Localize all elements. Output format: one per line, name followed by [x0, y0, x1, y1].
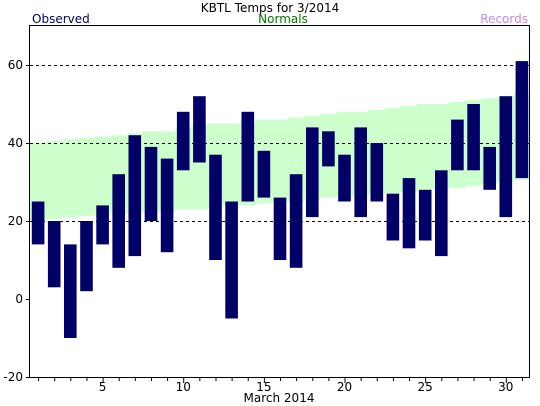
observed-bar-day-10: [176, 111, 190, 171]
observed-bar-day-26: [435, 170, 448, 257]
y-tick-label-0: 0: [15, 292, 23, 306]
observed-bar-day-27: [451, 119, 464, 171]
observed-bar-day-30: [499, 96, 513, 218]
y-tick-label--20: -20: [3, 370, 23, 384]
observed-bar-day-19: [322, 131, 335, 167]
observed-bar-day-9: [160, 158, 174, 253]
legend-observed: Observed: [32, 12, 90, 26]
x-tick-label-10: 10: [176, 380, 191, 394]
observed-bar-day-2: [47, 221, 61, 288]
observed-bar-day-6: [112, 174, 125, 268]
axes: -20 0 20 40 60 5 10 15 20 25 30: [3, 58, 523, 394]
observed-bar-day-22: [370, 143, 384, 202]
observed-bar-day-24: [402, 178, 416, 249]
x-tick-label-30: 30: [498, 380, 513, 394]
observed-bar-day-4: [80, 221, 93, 292]
observed-bar-day-17: [289, 174, 303, 268]
observed-bar-day-15: [257, 150, 271, 198]
observed-bars: [31, 61, 529, 338]
x-tick-label-25: 25: [418, 380, 433, 394]
y-tick-label-40: 40: [8, 136, 23, 150]
chart-title: KBTL Temps for 3/2014: [201, 1, 340, 15]
observed-bar-day-11: [193, 96, 206, 163]
x-tick-label-5: 5: [99, 380, 107, 394]
observed-bar-day-20: [338, 154, 351, 202]
plot-frame: [29, 25, 530, 378]
x-tick-label-15: 15: [256, 380, 271, 394]
observed-bar-day-21: [354, 127, 367, 218]
y-tick-label-60: 60: [8, 58, 23, 72]
legend-records: Records: [480, 12, 528, 26]
observed-bar-day-8: [144, 146, 158, 221]
observed-bar-day-23: [386, 193, 400, 241]
observed-bar-day-12: [209, 154, 222, 260]
observed-bar-day-29: [483, 146, 496, 190]
legend-normals: Normals: [258, 12, 308, 26]
observed-bar-day-1: [31, 201, 45, 245]
observed-bar-day-25: [418, 189, 432, 241]
observed-bar-day-18: [306, 127, 319, 218]
x-tick-label-20: 20: [337, 380, 352, 394]
observed-bar-day-5: [96, 205, 109, 245]
y-tick-label-20: 20: [8, 214, 23, 228]
observed-bar-day-13: [225, 201, 238, 319]
observed-bar-day-28: [467, 104, 480, 171]
observed-bar-day-7: [128, 135, 142, 257]
x-axis-label: March 2014: [244, 391, 315, 405]
observed-bar-day-14: [241, 111, 255, 202]
observed-bar-day-3: [64, 244, 77, 338]
observed-bar-day-31: [515, 61, 529, 179]
observed-bar-day-16: [273, 197, 287, 260]
